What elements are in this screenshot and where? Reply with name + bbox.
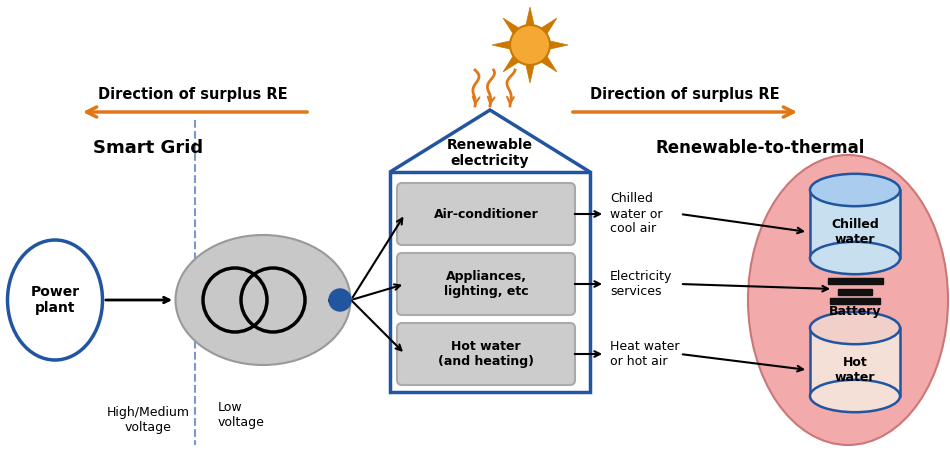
Text: Direction of surplus RE: Direction of surplus RE	[98, 87, 288, 102]
Bar	[827, 278, 883, 284]
Text: Hot water
(and heating): Hot water (and heating)	[438, 340, 534, 368]
FancyBboxPatch shape	[397, 183, 575, 245]
Text: Low
voltage: Low voltage	[218, 401, 265, 429]
Text: Direction of surplus RE: Direction of surplus RE	[590, 87, 780, 102]
Text: Appliances,
lighting, etc: Appliances, lighting, etc	[444, 270, 528, 298]
Text: Air-conditioner: Air-conditioner	[433, 207, 539, 220]
Ellipse shape	[810, 312, 900, 344]
Polygon shape	[541, 18, 557, 34]
Polygon shape	[504, 18, 519, 34]
Text: Chilled
water: Chilled water	[831, 218, 879, 246]
FancyBboxPatch shape	[397, 323, 575, 385]
Bar	[838, 289, 872, 295]
Polygon shape	[526, 7, 534, 26]
Ellipse shape	[810, 174, 900, 206]
Bar	[830, 298, 880, 304]
Bar	[810, 328, 900, 396]
Text: Heat water
or hot air: Heat water or hot air	[610, 340, 679, 368]
Text: Chilled
water or
cool air: Chilled water or cool air	[610, 192, 662, 235]
Circle shape	[510, 25, 550, 65]
Ellipse shape	[748, 155, 948, 445]
Text: Smart Grid: Smart Grid	[93, 139, 203, 157]
Bar	[810, 190, 900, 258]
Polygon shape	[504, 56, 519, 72]
Text: Renewable-to-thermal: Renewable-to-thermal	[656, 139, 865, 157]
Ellipse shape	[8, 240, 103, 360]
Text: High/Medium
voltage: High/Medium voltage	[106, 406, 189, 434]
Ellipse shape	[810, 242, 900, 274]
Circle shape	[329, 289, 351, 311]
Text: Power
plant: Power plant	[30, 285, 80, 315]
Text: Electricity
services: Electricity services	[610, 270, 673, 298]
Polygon shape	[541, 56, 557, 72]
Polygon shape	[526, 64, 534, 83]
Text: Hot
water: Hot water	[835, 356, 875, 384]
Polygon shape	[549, 41, 568, 49]
Text: Battery: Battery	[828, 305, 882, 319]
FancyBboxPatch shape	[397, 253, 575, 315]
Polygon shape	[492, 41, 510, 49]
Ellipse shape	[176, 235, 351, 365]
Text: Renewable
electricity: Renewable electricity	[447, 138, 533, 168]
Bar	[390, 172, 590, 392]
Ellipse shape	[810, 380, 900, 412]
